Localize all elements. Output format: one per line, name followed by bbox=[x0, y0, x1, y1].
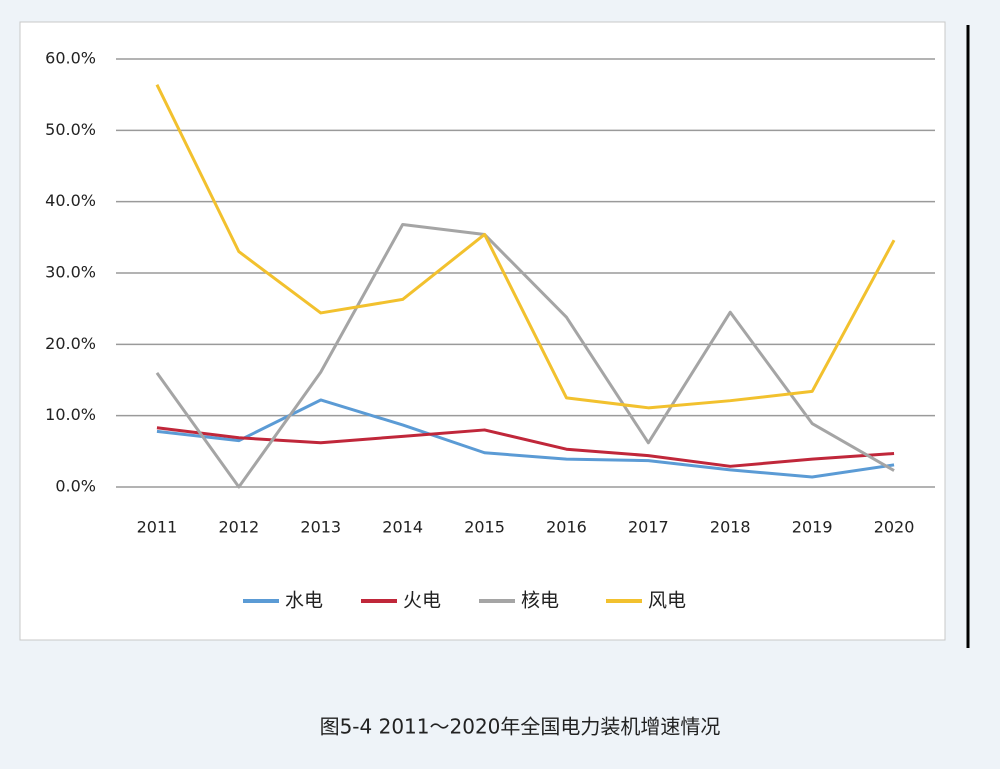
series-line bbox=[155, 84, 896, 410]
x-tick-label: 2019 bbox=[792, 518, 833, 537]
legend-label: 风电 bbox=[648, 590, 686, 612]
legend-label: 水电 bbox=[285, 590, 323, 612]
y-tick-label: 30.0% bbox=[45, 263, 96, 282]
x-tick-label: 2015 bbox=[464, 518, 505, 537]
y-tick-label: 10.0% bbox=[45, 405, 96, 424]
legend-label: 核电 bbox=[521, 590, 559, 612]
x-tick-label: 2017 bbox=[628, 518, 669, 537]
x-tick-label: 2016 bbox=[546, 518, 587, 537]
x-tick-label: 2014 bbox=[382, 518, 423, 537]
y-tick-label: 0.0% bbox=[55, 477, 96, 496]
x-tick-label: 2012 bbox=[218, 518, 259, 537]
x-tick-label: 2013 bbox=[300, 518, 341, 537]
x-tick-label: 2018 bbox=[710, 518, 751, 537]
series-line bbox=[156, 426, 895, 468]
y-tick-label: 50.0% bbox=[45, 120, 96, 139]
y-tick-label: 20.0% bbox=[45, 334, 96, 353]
chart-frame bbox=[19, 21, 946, 641]
x-tick-label: 2011 bbox=[137, 518, 178, 537]
y-tick-label: 60.0% bbox=[45, 49, 96, 68]
series-line bbox=[155, 222, 895, 489]
x-tick-label: 2020 bbox=[874, 518, 915, 537]
y-tick-label: 40.0% bbox=[45, 191, 96, 210]
series-line bbox=[156, 398, 895, 479]
legend-label: 火电 bbox=[403, 590, 441, 612]
caption: 图5-4 2011～2020年全国电力装机增速情况 bbox=[320, 715, 721, 739]
